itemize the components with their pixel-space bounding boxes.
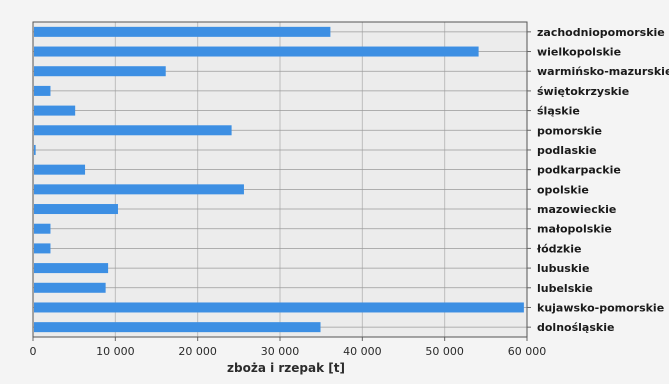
bar-10 bbox=[34, 223, 51, 234]
bar-11 bbox=[34, 243, 51, 254]
bar-0 bbox=[34, 26, 331, 37]
category-label: zachodniopomorskie bbox=[537, 26, 665, 39]
bar-1 bbox=[34, 46, 479, 57]
x-tick-label: 40 000 bbox=[343, 345, 382, 358]
category-label: dolnośląskie bbox=[537, 321, 614, 334]
bar-12 bbox=[34, 263, 109, 274]
bar-2 bbox=[34, 66, 166, 77]
bar-5 bbox=[34, 125, 232, 136]
category-label: opolskie bbox=[537, 183, 589, 196]
category-label: łódzkie bbox=[536, 242, 581, 255]
x-tick-label: 50 000 bbox=[425, 345, 464, 358]
bar-9 bbox=[34, 204, 118, 215]
plot-border bbox=[32, 21, 528, 338]
bar-15 bbox=[34, 322, 321, 333]
category-label: wielkopolskie bbox=[537, 46, 621, 59]
bar-6 bbox=[34, 144, 36, 155]
x-tick-label: 20 000 bbox=[178, 345, 217, 358]
bar-4 bbox=[34, 105, 76, 116]
category-label: świętokrzyskie bbox=[537, 85, 629, 98]
bar-7 bbox=[34, 164, 86, 175]
category-label: pomorskie bbox=[537, 124, 602, 137]
category-label: lubuskie bbox=[537, 262, 589, 275]
x-tick-label: 0 bbox=[30, 345, 37, 358]
bar-14 bbox=[34, 302, 524, 313]
category-label: kujawsko-pomorskie bbox=[537, 301, 664, 314]
category-label: warmińsko-mazurskie bbox=[537, 65, 669, 78]
bar-13 bbox=[34, 282, 106, 293]
category-label: śląskie bbox=[537, 105, 580, 118]
category-label: podlaskie bbox=[537, 144, 597, 157]
category-label: małopolskie bbox=[537, 223, 612, 236]
x-tick-label: 10 000 bbox=[96, 345, 135, 358]
category-label: lubelskie bbox=[537, 282, 593, 295]
category-label: podkarpackie bbox=[537, 164, 621, 177]
x-axis-title: zboża i rzepak [t] bbox=[227, 361, 345, 375]
bar-3 bbox=[34, 85, 51, 96]
bar-8 bbox=[34, 184, 244, 195]
category-label: mazowieckie bbox=[537, 203, 616, 216]
x-tick-label: 60 000 bbox=[508, 345, 547, 358]
x-tick-label: 30 000 bbox=[261, 345, 300, 358]
